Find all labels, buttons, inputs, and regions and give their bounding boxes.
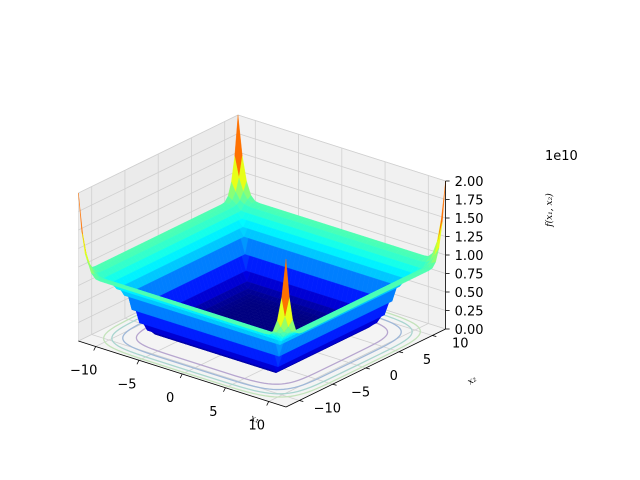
grid-floor-x (268, 323, 429, 402)
x-tick-label: 5 (209, 405, 217, 420)
z-tick-label: 1.75 (455, 194, 484, 209)
z-tick-label: 0.25 (455, 305, 484, 320)
y-tick-mark (365, 367, 370, 370)
x-tick-mark (136, 360, 140, 365)
grid-back-z (237, 133, 446, 200)
x-tick-label: 0 (166, 391, 174, 406)
z-offset-text: 1e10 (545, 149, 578, 164)
z-tick-label: 1.00 (455, 249, 484, 264)
x-tick-mark (179, 373, 183, 379)
y-tick-label: 0 (390, 369, 398, 384)
x-tick-mark (266, 401, 270, 406)
y-axis-label: x₂ (466, 374, 479, 387)
z-tick-label: 2.00 (455, 175, 484, 190)
grid-left-z (78, 188, 239, 268)
x-axis-label: x₁ (249, 413, 261, 425)
z-tick-label: 1.50 (455, 212, 484, 227)
z-tick-label: 1.25 (455, 231, 484, 246)
z-tick-label: 0.75 (455, 268, 484, 283)
grid-back-z (237, 188, 446, 256)
grid-left-z (78, 170, 239, 249)
y-tick-label: 5 (423, 353, 431, 368)
axes (78, 180, 450, 408)
x-tick-label: 10 (248, 419, 265, 434)
y-tick-label: 10 (452, 337, 469, 352)
surface-facet (281, 258, 290, 317)
y-tick-mark (432, 335, 437, 337)
z-tick-label: 0.50 (455, 286, 484, 301)
grid-left-z (78, 151, 239, 231)
surface-mesh (78, 114, 446, 373)
tick-labels: −10−50510−10−505100.000.250.500.751.001.… (70, 175, 484, 434)
z-tick-label: 0.00 (455, 323, 484, 338)
y-tick-mark (299, 400, 304, 402)
y-tick-mark (332, 383, 337, 386)
x-tick-label: −10 (70, 364, 97, 379)
grid-left-z (78, 114, 239, 194)
x-tick-mark (223, 387, 226, 392)
y-tick-label: −10 (314, 402, 341, 417)
grid-back-z (237, 114, 446, 182)
y-tick-mark (398, 351, 404, 354)
grid-back-z (237, 151, 446, 219)
y-tick-label: −5 (351, 385, 370, 400)
x-tick-label: −5 (117, 377, 136, 392)
grid-left-z (78, 133, 239, 212)
z-axis-label: f(x₁, x₂) (544, 193, 555, 228)
grid-back-z (237, 170, 446, 237)
x-tick-mark (93, 346, 97, 351)
